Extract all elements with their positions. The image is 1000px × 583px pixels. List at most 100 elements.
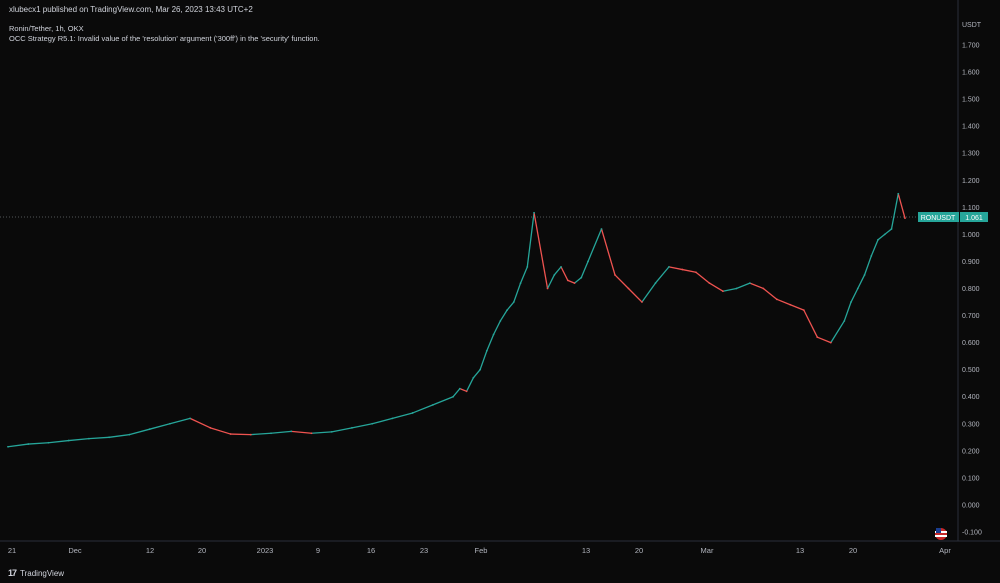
price-segment xyxy=(230,433,251,436)
price-segment xyxy=(897,193,906,219)
price-segment xyxy=(499,309,508,322)
price-segment xyxy=(169,417,191,425)
price-point xyxy=(526,265,529,268)
price-point xyxy=(816,336,819,339)
price-point xyxy=(695,271,697,274)
time-axis-tick-label: 23 xyxy=(420,546,428,555)
price-point xyxy=(310,432,313,435)
time-axis[interactable]: 21 Dec 12 20 2023 9 16 23 Feb 13 20 Mar 13 20 Apr xyxy=(8,546,952,555)
price-segment xyxy=(519,266,528,284)
price-point xyxy=(88,437,90,440)
price-point xyxy=(566,279,569,282)
price-point xyxy=(189,417,191,420)
price-segment xyxy=(580,261,589,278)
price-axis-tick-label: 0.600 xyxy=(962,340,980,347)
price-point xyxy=(465,390,468,393)
price-point xyxy=(722,290,724,293)
price-segment xyxy=(466,377,474,392)
price-segment xyxy=(870,239,879,257)
price-point xyxy=(27,443,30,445)
price-axis-tick-label: 1.400 xyxy=(962,124,980,131)
price-segment xyxy=(493,320,501,335)
price-segment xyxy=(890,193,899,230)
price-point xyxy=(897,192,900,195)
price-point xyxy=(681,268,684,271)
price-point xyxy=(802,309,805,312)
symbol-info[interactable]: Ronin/Tether, 1h, OKX xyxy=(9,24,84,33)
price-point xyxy=(512,301,515,303)
price-segment xyxy=(884,228,892,235)
price-axis-tick-label: 1.300 xyxy=(962,151,980,158)
price-segment xyxy=(109,433,130,438)
price-point xyxy=(762,287,765,290)
time-axis-tick-label: 20 xyxy=(635,546,643,555)
price-segment xyxy=(28,442,49,445)
price-axis-tick-label: 0.400 xyxy=(962,394,980,401)
us-flag-icon[interactable] xyxy=(935,528,947,540)
price-segment xyxy=(776,298,791,306)
price-axis-tick-label: 0.800 xyxy=(962,286,980,293)
price-segment xyxy=(129,428,150,436)
price-point xyxy=(485,349,488,352)
price-segment xyxy=(432,396,454,406)
price-point xyxy=(546,287,549,290)
price-point xyxy=(614,274,616,276)
price-segment xyxy=(149,423,171,430)
time-axis-tick-label: 2023 xyxy=(257,546,274,555)
price-axis[interactable]: 1.700 1.600 1.500 1.400 1.300 1.200 1.100 1.000… xyxy=(962,43,982,537)
price-segment xyxy=(553,266,562,276)
price-point xyxy=(627,287,630,290)
price-axis-tick-label: 0.300 xyxy=(962,421,980,428)
price-point xyxy=(108,436,111,439)
price-point xyxy=(391,417,394,420)
price-segment xyxy=(513,282,522,303)
price-segment xyxy=(7,443,29,448)
price-segment xyxy=(459,388,467,392)
price-axis-tick-label: 0.700 xyxy=(962,313,980,320)
price-segment xyxy=(560,266,569,281)
price-point xyxy=(573,282,576,284)
price-point xyxy=(668,265,670,268)
price-series xyxy=(7,192,906,448)
price-point xyxy=(168,422,171,425)
price-point xyxy=(148,428,151,431)
price-point xyxy=(351,426,353,429)
time-axis-tick-label: 21 xyxy=(8,546,16,555)
price-point xyxy=(877,238,879,241)
price-point xyxy=(330,430,333,433)
tradingview-logo[interactable]: 17 TradingView xyxy=(8,568,64,578)
price-segment xyxy=(291,430,312,434)
price-segment xyxy=(270,430,292,434)
price-segment xyxy=(736,282,751,290)
price-segment xyxy=(877,233,886,241)
price-segment xyxy=(526,212,535,267)
time-axis-tick-label: Feb xyxy=(475,546,488,555)
price-segment xyxy=(722,287,737,292)
price-segment xyxy=(628,288,643,303)
price-segment xyxy=(682,268,697,273)
price-point xyxy=(600,228,603,230)
last-price-value: 1.061 xyxy=(965,215,983,222)
price-point xyxy=(229,433,232,435)
price-point xyxy=(870,255,873,257)
last-price-tag-symbol-bg xyxy=(918,212,959,222)
price-segment xyxy=(567,279,575,284)
price-point xyxy=(47,441,50,444)
price-axis-tick-label: 1.100 xyxy=(962,205,980,212)
price-segment xyxy=(486,334,495,351)
price-segment xyxy=(351,423,373,429)
price-point xyxy=(850,301,852,303)
price-axis-tick-label: 0.200 xyxy=(962,448,980,455)
time-axis-tick-label: 16 xyxy=(367,546,375,555)
price-point xyxy=(890,228,893,230)
price-segment xyxy=(392,412,413,419)
price-axis-tick-label: 1.500 xyxy=(962,97,980,104)
price-segment xyxy=(372,417,393,425)
price-segment xyxy=(843,301,852,322)
price-segment xyxy=(574,277,582,284)
price-segment xyxy=(250,432,272,436)
price-segment xyxy=(762,287,778,300)
price-segment xyxy=(863,255,872,276)
price-point xyxy=(411,412,414,414)
